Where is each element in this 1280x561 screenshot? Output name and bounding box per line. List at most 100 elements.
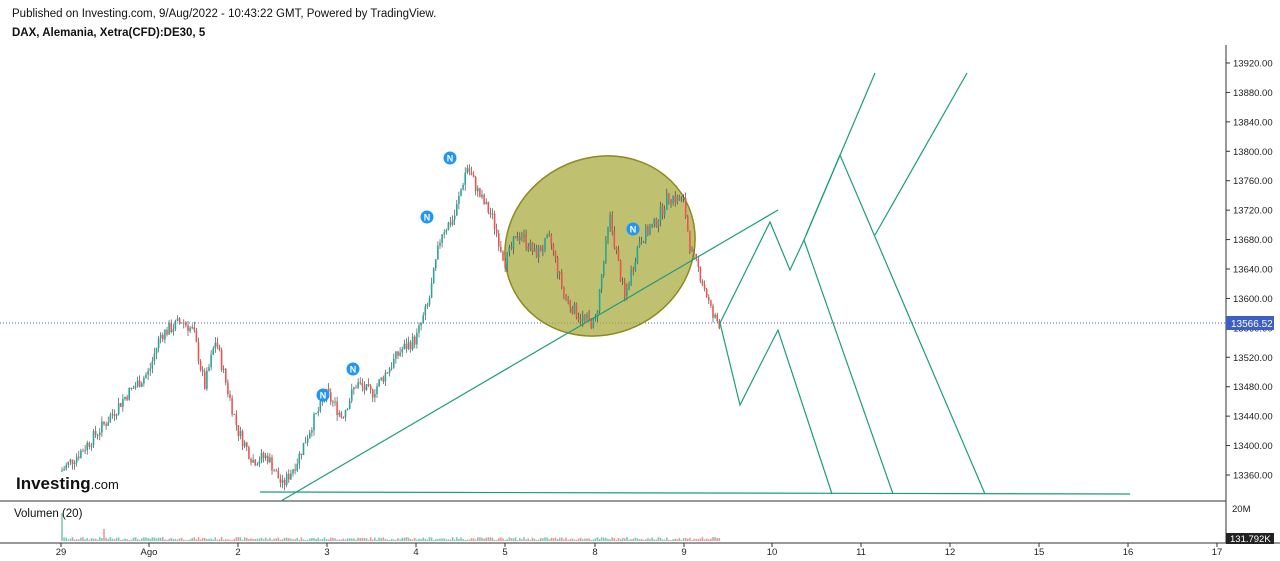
price-tick-label: 13640.00 [1233, 265, 1273, 276]
volume-bar [271, 539, 273, 541]
volume-bar [189, 539, 191, 541]
time-tick-label: 8 [592, 547, 597, 558]
volume-bar [86, 538, 88, 541]
volume-bar [229, 539, 231, 541]
volume-bar [689, 537, 691, 541]
candle-body [273, 470, 275, 472]
signal-marker-label: N [447, 154, 454, 164]
volume-bar [88, 539, 91, 541]
candle-body [357, 382, 359, 388]
signal-marker [420, 210, 434, 224]
candle-body [640, 241, 643, 243]
candle-body [256, 464, 259, 466]
volume-bar [130, 539, 133, 541]
candle-body [481, 194, 483, 197]
candle-body [193, 327, 196, 331]
candle-body [313, 413, 315, 431]
volume-bar [443, 538, 445, 541]
volume-bar [422, 537, 424, 541]
candle-body [462, 184, 464, 190]
candle-body [157, 338, 160, 348]
volume-bar [82, 537, 84, 541]
candle-body [197, 341, 200, 362]
volume-bar [300, 537, 303, 541]
volume-bar [695, 539, 697, 541]
candle-body [241, 431, 244, 447]
volume-bar [445, 539, 448, 541]
volume-bar [386, 539, 389, 541]
candle-body [632, 270, 634, 272]
time-tick-label: 3 [324, 547, 329, 558]
candle-body [327, 388, 330, 393]
volume-bar [437, 539, 439, 541]
volume-bar [275, 538, 277, 541]
candle-body [649, 227, 651, 235]
volume-bar [483, 538, 485, 541]
volume-bar [699, 538, 702, 541]
candle-body [214, 342, 217, 349]
candle-body [460, 189, 462, 196]
time-tick-label: 11 [856, 547, 866, 558]
candle-body [510, 246, 513, 249]
price-tick-label: 13400.00 [1233, 441, 1273, 452]
candle-body [361, 382, 364, 387]
volume-bar [201, 537, 204, 541]
volume-bar [378, 537, 380, 541]
candle-body [609, 214, 611, 227]
projection-line-5 [874, 72, 968, 236]
volume-bar [531, 537, 534, 541]
volume-bar [426, 539, 429, 541]
volume-bar [128, 539, 130, 541]
candle-body [691, 251, 693, 253]
volume-bar [204, 537, 206, 541]
candle-body [298, 453, 301, 464]
candle-body [206, 370, 208, 389]
volume-bar [642, 539, 645, 541]
candle-body [596, 311, 599, 318]
candle-body [474, 177, 477, 192]
volume-bar [115, 537, 118, 541]
candle-body [668, 193, 670, 201]
volume-bar [309, 538, 311, 541]
volume-bar [250, 538, 252, 541]
volume-bar [80, 537, 82, 541]
volume-bar [592, 539, 595, 541]
volume-bar [714, 537, 716, 541]
time-tick-label: 9 [681, 547, 686, 558]
volume-bar [325, 539, 328, 541]
candle-body [96, 435, 99, 437]
volume-bar [338, 539, 340, 541]
volume-bar [411, 539, 414, 541]
candle-body [210, 354, 212, 368]
candle-body [227, 382, 229, 395]
volume-bar [703, 539, 706, 541]
volume-bar [542, 538, 544, 541]
volume-bar [651, 537, 653, 541]
candle-body [582, 315, 584, 322]
candle-body [399, 352, 401, 356]
candle-body [355, 387, 357, 389]
candle-body [168, 323, 170, 335]
volume-bar [180, 537, 183, 541]
price-tick-label: 13480.00 [1233, 382, 1273, 393]
volume-bar [290, 538, 292, 541]
volume-bar [197, 537, 200, 541]
volume-bar [527, 538, 529, 541]
volume-badge [1226, 533, 1274, 544]
volume-bar [227, 539, 229, 541]
candle-body [584, 315, 586, 318]
candle-body [105, 423, 107, 426]
time-tick-label: 15 [1034, 547, 1045, 558]
candle-body [388, 368, 391, 374]
volume-bar [474, 539, 477, 541]
candle-body [374, 394, 376, 398]
volume-bar [126, 539, 128, 541]
candle-body [577, 317, 580, 320]
candle-body [90, 445, 93, 447]
candle-body [111, 414, 114, 416]
volume-bar [485, 537, 487, 541]
candle-body [422, 315, 424, 324]
volume-bar [516, 539, 519, 541]
candle-body [348, 400, 351, 409]
